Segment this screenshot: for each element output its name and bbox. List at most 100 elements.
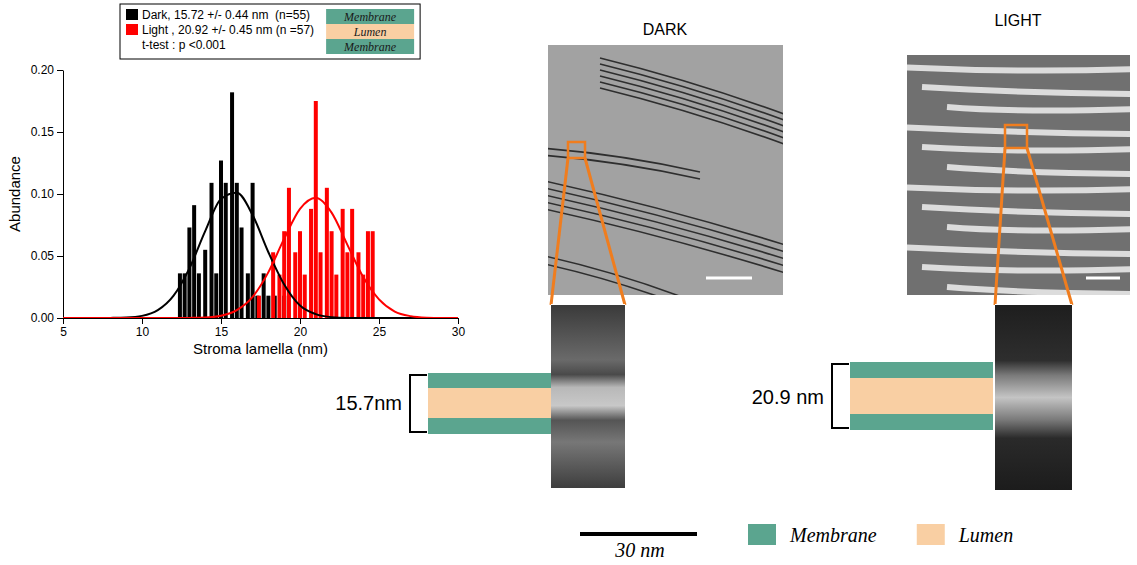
x-tick-mark xyxy=(379,318,380,324)
lumen-band xyxy=(922,87,1130,94)
zoom-crop xyxy=(995,305,1072,490)
inset-label: Membrane xyxy=(343,10,397,24)
inset-label: Membrane xyxy=(343,40,397,54)
x-tick-label: 10 xyxy=(136,325,150,339)
chart: 510152025300.000.050.100.150.20Stroma la… xyxy=(6,4,465,357)
lumen-band xyxy=(947,167,1130,174)
lumen-band xyxy=(947,287,1130,294)
key: MembraneLumen xyxy=(748,524,1013,546)
bracket-label: 15.7nm xyxy=(335,392,402,414)
bar xyxy=(214,273,218,318)
bar xyxy=(287,188,291,318)
x-tick-label: 30 xyxy=(452,325,466,339)
bar xyxy=(240,227,244,318)
x-tick-mark xyxy=(458,318,459,324)
lumen-band xyxy=(907,67,1130,71)
x-tick-mark xyxy=(221,318,222,324)
zoom-line xyxy=(551,158,568,305)
y-tick-mark xyxy=(57,194,63,195)
scale-bar-line xyxy=(580,532,697,536)
bar xyxy=(293,252,297,318)
x-tick-mark xyxy=(142,318,143,324)
bar xyxy=(219,161,223,318)
x-tick: 5 xyxy=(60,318,67,339)
lumen-band xyxy=(850,378,993,414)
lumen-band xyxy=(922,207,1130,214)
zoom-line xyxy=(995,148,1005,305)
x-tick-mark xyxy=(63,318,64,324)
bar xyxy=(350,209,354,318)
bar xyxy=(203,250,207,318)
y-tick-mark xyxy=(57,318,63,319)
membrane-line xyxy=(600,88,783,148)
y-tick-label: 0.15 xyxy=(31,125,55,139)
bar xyxy=(178,273,182,318)
inset-band xyxy=(326,39,414,54)
zoom-box xyxy=(1005,125,1027,148)
y-tick-mark xyxy=(57,256,63,257)
membrane-line xyxy=(600,64,783,124)
y-tick-label: 0.00 xyxy=(31,311,55,325)
bar xyxy=(334,275,338,318)
x-tick-label: 20 xyxy=(294,325,308,339)
figure: 510152025300.000.050.100.150.20Stroma la… xyxy=(0,0,1137,565)
lumen-band xyxy=(428,388,551,418)
lumen-band xyxy=(922,267,1130,271)
micrograph-bg xyxy=(548,45,783,295)
membrane-line xyxy=(600,58,783,118)
x-tick: 20 xyxy=(294,318,308,339)
y-tick: 0.15 xyxy=(31,125,63,139)
x-tick-mark xyxy=(300,318,301,324)
y-tick-mark xyxy=(57,132,63,133)
lumen-band xyxy=(947,227,1130,231)
bar xyxy=(341,209,345,318)
y-tick: 0.10 xyxy=(31,187,63,201)
y-tick-mark xyxy=(57,70,63,71)
y-axis-line xyxy=(63,71,64,319)
legend-label: Light , 20.92 +/- 0.45 nm (n =57) xyxy=(142,23,314,37)
bar xyxy=(224,183,228,318)
membrane-line xyxy=(600,82,783,142)
bar xyxy=(282,231,286,318)
x-axis-title: Stroma lamella (nm) xyxy=(193,340,328,357)
membrane-band xyxy=(850,362,993,378)
y-tick-label: 0.20 xyxy=(31,63,55,77)
bar xyxy=(235,183,239,318)
bar xyxy=(246,273,250,318)
bracket-label: 20.9 nm xyxy=(752,386,824,408)
y-tick-label: 0.10 xyxy=(31,187,55,201)
x-tick-label: 15 xyxy=(215,325,229,339)
fit-line xyxy=(63,193,458,318)
bracket xyxy=(410,375,427,432)
lumen-band xyxy=(907,247,1130,254)
x-tick: 30 xyxy=(452,318,466,339)
legend-swatch xyxy=(126,24,138,35)
panel-title: DARK xyxy=(643,21,688,38)
fit-line xyxy=(63,198,458,318)
image-scale-bar xyxy=(706,277,752,280)
y-tick: 0.00 xyxy=(31,311,63,325)
schematic: 20.9 nm xyxy=(752,362,993,430)
bar xyxy=(277,275,281,318)
x-tick-label: 25 xyxy=(373,325,387,339)
bar xyxy=(197,273,201,318)
membrane-line xyxy=(548,148,700,172)
legend-box xyxy=(120,4,420,59)
membrane-line xyxy=(600,76,783,136)
x-axis-line xyxy=(64,318,459,319)
bar xyxy=(356,252,360,318)
zoom-line xyxy=(1027,148,1072,305)
image-scale-bar xyxy=(1086,277,1120,280)
bar-series xyxy=(257,101,375,318)
legend-swatch xyxy=(126,9,138,20)
membrane-line xyxy=(600,70,783,130)
bracket xyxy=(832,364,849,428)
legend-label: Dark, 15.72 +/- 0.44 nm (n=55) xyxy=(142,8,310,22)
membrane-band xyxy=(850,414,993,430)
micrograph-panel: DARK xyxy=(540,21,795,488)
lumen-band xyxy=(907,187,1130,191)
scale-bar-label: 30 nm xyxy=(614,539,664,561)
bar xyxy=(230,92,234,318)
y-axis: 0.000.050.100.150.20 xyxy=(31,63,64,325)
y-tick: 0.20 xyxy=(31,63,63,77)
